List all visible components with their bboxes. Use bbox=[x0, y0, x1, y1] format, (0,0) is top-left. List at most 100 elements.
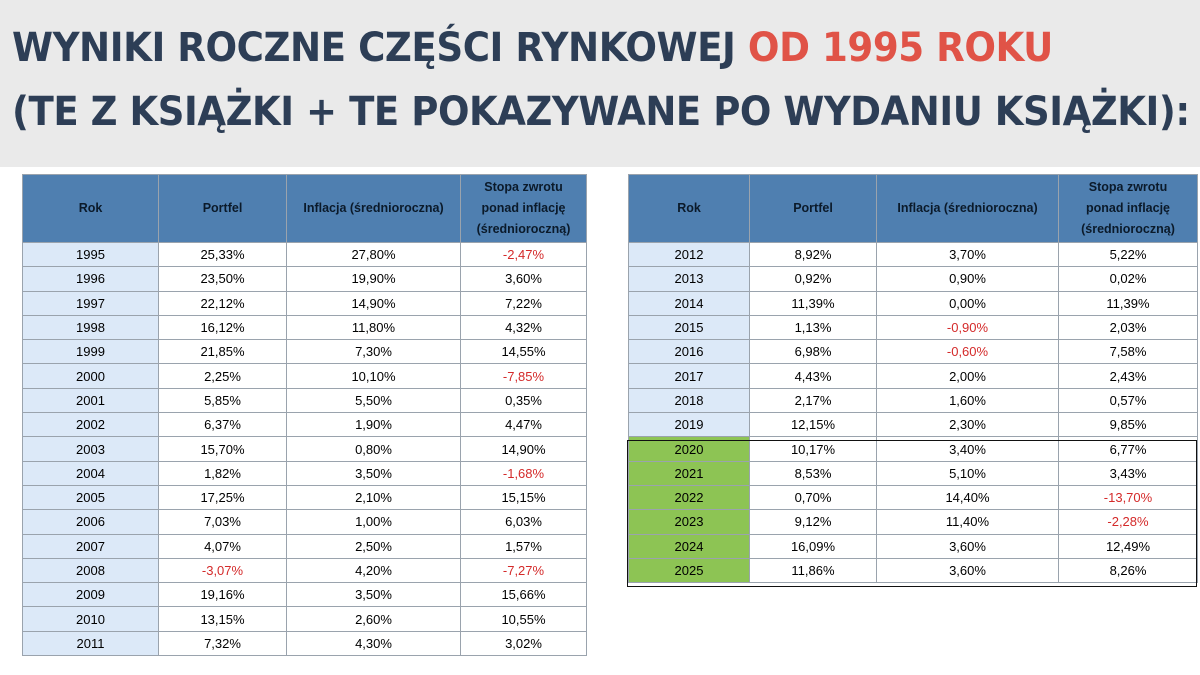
table-row: 2013 0,92% 0,90% 0,02% bbox=[628, 266, 1198, 292]
table-row: 2023 9,12% 11,40% -2,28% bbox=[628, 509, 1198, 535]
portfolio-cell: 8,53% bbox=[749, 460, 877, 486]
year-cell: 2000 bbox=[22, 363, 159, 389]
table-row: 2018 2,17% 1,60% 0,57% bbox=[628, 387, 1198, 414]
table-row: 2004 1,82% 3,50% -1,68% bbox=[22, 460, 587, 486]
year-cell: 2012 bbox=[628, 241, 750, 268]
inflation-cell: 1,00% bbox=[286, 509, 461, 535]
title-banner: WYNIKI ROCZNE CZĘŚCI RYNKOWEJ OD 1995 RO… bbox=[0, 0, 1200, 167]
inflation-cell: 2,30% bbox=[876, 412, 1059, 438]
table-row: 2005 17,25% 2,10% 15,15% bbox=[22, 484, 587, 511]
column-header-real-return: Stopa zwrotu ponad inflację (średnioroczną… bbox=[1058, 174, 1198, 243]
real-return-cell: 14,55% bbox=[460, 339, 587, 365]
real-return-label-3: (średnioroczną) bbox=[476, 222, 571, 236]
column-header-year: Rok bbox=[22, 174, 159, 243]
year-cell: 2009 bbox=[22, 582, 159, 608]
year-cell: 1995 bbox=[22, 241, 159, 268]
inflation-cell: 14,40% bbox=[876, 484, 1059, 511]
portfolio-cell: 2,17% bbox=[749, 387, 877, 414]
inflation-cell: 3,40% bbox=[876, 436, 1059, 462]
table-row: 1996 23,50% 19,90% 3,60% bbox=[22, 266, 587, 292]
real-return-label-1: Stopa zwrotu bbox=[1088, 180, 1168, 194]
year-cell: 2003 bbox=[22, 436, 159, 462]
portfolio-cell: 1,82% bbox=[158, 460, 287, 486]
table-row: 2014 11,39% 0,00% 11,39% bbox=[628, 290, 1198, 316]
portfolio-cell: 15,70% bbox=[158, 436, 287, 462]
year-cell: 2025 bbox=[628, 557, 750, 584]
year-cell: 2014 bbox=[628, 290, 750, 316]
portfolio-cell: 25,33% bbox=[158, 241, 287, 268]
inflation-cell: 5,10% bbox=[876, 460, 1059, 486]
real-return-cell: 3,02% bbox=[460, 630, 587, 657]
portfolio-cell: 19,16% bbox=[158, 582, 287, 608]
inflation-cell: 5,50% bbox=[286, 387, 461, 414]
inflation-cell: 0,90% bbox=[876, 266, 1059, 292]
year-cell: 2007 bbox=[22, 533, 159, 559]
real-return-cell: 10,55% bbox=[460, 606, 587, 632]
inflation-cell: 14,90% bbox=[286, 290, 461, 316]
portfolio-cell: 16,09% bbox=[749, 533, 877, 559]
real-return-cell: 6,77% bbox=[1058, 436, 1198, 462]
table-row: 2022 0,70% 14,40% -13,70% bbox=[628, 484, 1198, 511]
year-cell: 2006 bbox=[22, 509, 159, 535]
table-row: 2003 15,70% 0,80% 14,90% bbox=[22, 436, 587, 462]
portfolio-cell: 11,39% bbox=[749, 290, 877, 316]
portfolio-cell: 6,98% bbox=[749, 339, 877, 365]
real-return-cell: 3,43% bbox=[1058, 460, 1198, 486]
inflation-cell: 27,80% bbox=[286, 241, 461, 268]
year-cell: 2015 bbox=[628, 314, 750, 341]
inflation-cell: 1,90% bbox=[286, 412, 461, 438]
real-return-label-2: ponad inflację bbox=[481, 201, 566, 215]
inflation-cell: 3,60% bbox=[876, 557, 1059, 584]
real-return-cell: 9,85% bbox=[1058, 412, 1198, 438]
table-row: 2025 11,86% 3,60% 8,26% bbox=[628, 557, 1198, 584]
table-row: 2008 -3,07% 4,20% -7,27% bbox=[22, 557, 587, 584]
real-return-cell: 7,58% bbox=[1058, 339, 1198, 365]
table-row: 1998 16,12% 11,80% 4,32% bbox=[22, 314, 587, 341]
portfolio-cell: 2,25% bbox=[158, 363, 287, 389]
year-cell: 2010 bbox=[22, 606, 159, 632]
portfolio-cell: 12,15% bbox=[749, 412, 877, 438]
page-title-line-2: (TE Z KSIĄŻKI + TE POKAZYWANE PO WYDANIU… bbox=[12, 89, 1190, 135]
portfolio-cell: 4,43% bbox=[749, 363, 877, 389]
table-row: 1995 25,33% 27,80% -2,47% bbox=[22, 241, 587, 268]
real-return-cell: 11,39% bbox=[1058, 290, 1198, 316]
portfolio-cell: 5,85% bbox=[158, 387, 287, 414]
year-cell: 1999 bbox=[22, 339, 159, 365]
inflation-cell: 3,50% bbox=[286, 582, 461, 608]
real-return-cell: 7,22% bbox=[460, 290, 587, 316]
table-row: 2010 13,15% 2,60% 10,55% bbox=[22, 606, 587, 632]
table-header-row: Rok Portfel Inflacja (średnioroczna) Sto… bbox=[628, 174, 1198, 243]
portfolio-cell: 4,07% bbox=[158, 533, 287, 559]
real-return-label-2: ponad inflację bbox=[1085, 201, 1171, 215]
portfolio-cell: 7,03% bbox=[158, 509, 287, 535]
real-return-cell: 0,35% bbox=[460, 387, 587, 414]
real-return-cell: -2,28% bbox=[1058, 509, 1198, 535]
inflation-cell: 3,70% bbox=[876, 241, 1059, 268]
portfolio-cell: -3,07% bbox=[158, 557, 287, 584]
table-row: 2011 7,32% 4,30% 3,02% bbox=[22, 630, 587, 657]
real-return-cell: -7,27% bbox=[460, 557, 587, 584]
real-return-cell: 0,02% bbox=[1058, 266, 1198, 292]
inflation-cell: 4,30% bbox=[286, 630, 461, 657]
inflation-cell: 3,60% bbox=[876, 533, 1059, 559]
real-return-cell: -13,70% bbox=[1058, 484, 1198, 511]
year-cell: 2016 bbox=[628, 339, 750, 365]
table-row: 2007 4,07% 2,50% 1,57% bbox=[22, 533, 587, 559]
column-header-year: Rok bbox=[628, 174, 750, 243]
year-cell: 2004 bbox=[22, 460, 159, 486]
portfolio-cell: 21,85% bbox=[158, 339, 287, 365]
portfolio-cell: 7,32% bbox=[158, 630, 287, 657]
table-row: 2020 10,17% 3,40% 6,77% bbox=[628, 436, 1198, 462]
inflation-cell: 11,40% bbox=[876, 509, 1059, 535]
column-header-portfolio: Portfel bbox=[749, 174, 877, 243]
year-cell: 2017 bbox=[628, 363, 750, 389]
year-cell: 2022 bbox=[628, 484, 750, 511]
real-return-cell: 1,57% bbox=[460, 533, 587, 559]
real-return-cell: -2,47% bbox=[460, 241, 587, 268]
table-row: 2017 4,43% 2,00% 2,43% bbox=[628, 363, 1198, 389]
real-return-cell: 12,49% bbox=[1058, 533, 1198, 559]
inflation-cell: 2,00% bbox=[876, 363, 1059, 389]
real-return-cell: 4,47% bbox=[460, 412, 587, 438]
year-cell: 2002 bbox=[22, 412, 159, 438]
column-header-real-return: Stopa zwrotu ponad inflację (średnioroczną… bbox=[460, 174, 587, 243]
